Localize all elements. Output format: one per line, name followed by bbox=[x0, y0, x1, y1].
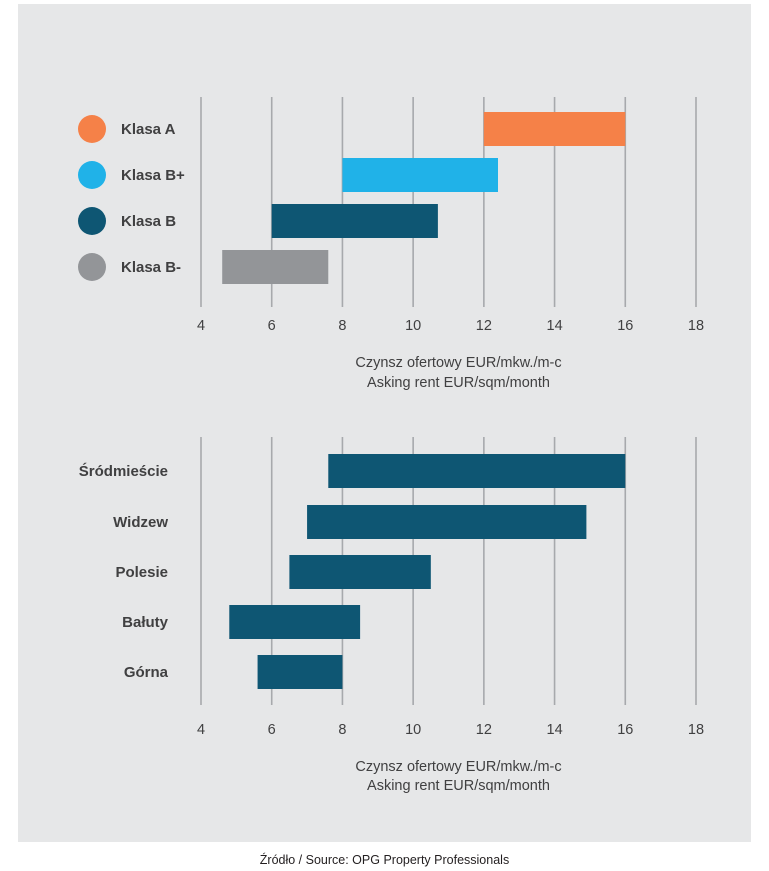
chart1-axis-title-line-0: Czynsz ofertowy EUR/mkw./m-c bbox=[355, 355, 561, 371]
chart2-category-label-2: Polesie bbox=[115, 564, 168, 581]
chart1-tick-label-5: 14 bbox=[547, 318, 563, 334]
chart1-tick-label-1: 6 bbox=[268, 318, 276, 334]
chart1-tick-label-0: 4 bbox=[197, 318, 205, 334]
chart2-tick-label-4: 12 bbox=[476, 722, 492, 738]
chart2-category-label-0: Śródmieście bbox=[79, 462, 168, 480]
chart2-tick-label-2: 8 bbox=[338, 722, 346, 738]
chart2-tick-label-1: 6 bbox=[268, 722, 276, 738]
chart2-axis-title-line-0: Czynsz ofertowy EUR/mkw./m-c bbox=[355, 759, 561, 775]
chart1-tick-label-3: 10 bbox=[405, 318, 421, 334]
source-note: Źródło / Source: OPG Property Profession… bbox=[259, 853, 510, 867]
chart1-bar-2 bbox=[271, 204, 438, 238]
chart2-bar-4 bbox=[257, 655, 343, 689]
chart1-legend-marker-0 bbox=[78, 115, 106, 143]
chart1-category-label-2: Klasa B bbox=[121, 213, 176, 230]
chart2-tick-label-6: 16 bbox=[617, 722, 633, 738]
chart2-bar-1 bbox=[307, 505, 587, 539]
chart1-bar-1 bbox=[342, 158, 498, 192]
chart2-bar-0 bbox=[328, 454, 626, 488]
chart1-tick-label-2: 8 bbox=[338, 318, 346, 334]
chart2-tick-label-0: 4 bbox=[197, 722, 205, 738]
chart1-tick-label-7: 18 bbox=[688, 318, 704, 334]
chart2-category-label-3: Bałuty bbox=[122, 614, 169, 631]
chart-panel bbox=[18, 4, 751, 842]
chart2-category-label-1: Widzew bbox=[113, 514, 168, 531]
chart1-legend-marker-2 bbox=[78, 207, 106, 235]
chart1-tick-label-6: 16 bbox=[617, 318, 633, 334]
chart1-bar-0 bbox=[483, 112, 626, 146]
chart2-tick-label-7: 18 bbox=[688, 722, 704, 738]
chart1-legend-marker-3 bbox=[78, 253, 106, 281]
chart1-axis-title-line-1: Asking rent EUR/sqm/month bbox=[367, 375, 550, 391]
chart1-legend-marker-1 bbox=[78, 161, 106, 189]
chart1-category-label-0: Klasa A bbox=[121, 121, 176, 138]
chart2-bar-2 bbox=[289, 555, 431, 589]
chart1-tick-label-4: 12 bbox=[476, 318, 492, 334]
chart2-axis-title-line-1: Asking rent EUR/sqm/month bbox=[367, 778, 550, 794]
chart1-bar-3 bbox=[222, 250, 329, 284]
chart2-tick-label-5: 14 bbox=[547, 722, 563, 738]
chart2-bar-3 bbox=[229, 605, 361, 639]
chart2-tick-label-3: 10 bbox=[405, 722, 421, 738]
chart2-category-label-4: Górna bbox=[124, 664, 169, 681]
chart1-category-label-1: Klasa B+ bbox=[121, 167, 185, 184]
chart1-category-label-3: Klasa B- bbox=[121, 259, 181, 276]
